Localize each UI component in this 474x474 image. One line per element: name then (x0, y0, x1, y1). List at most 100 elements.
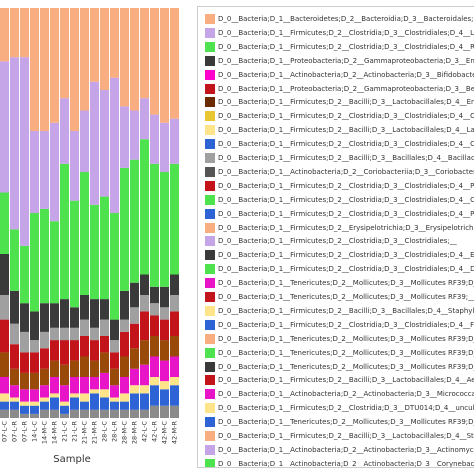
bar-segment (30, 413, 39, 418)
bar-segment (110, 409, 119, 418)
bar-segment (20, 8, 29, 58)
bar-segment (10, 57, 19, 230)
bar-segment (120, 377, 129, 394)
bar-segment (30, 389, 39, 402)
bar-segment (100, 336, 109, 353)
legend-item: D_0__Bacteria;D_1__Actinobacteria;D_2__A… (198, 69, 474, 81)
legend-swatch (205, 333, 215, 344)
legend-swatch (205, 83, 215, 94)
legend-label: D_0__Bacteria;D_1__Bacteroidetes;D_2__Ba… (218, 15, 474, 23)
legend-item: D_0__Bacteria;D_1__Firmicutes;D_2__Clost… (198, 402, 474, 414)
bar-stack-21-M-C (80, 8, 89, 418)
legend-label: D_0__Bacteria;D_1__Firmicutes;D_2__Erysi… (218, 223, 474, 232)
bar-segment (120, 290, 129, 320)
bar-segment (170, 336, 179, 357)
stacked-bar-chart: 07-L-C 07-L-R 07-L-R 14-L-C 14-M-C 14-M-R 21-L… (0, 8, 179, 465)
bar-segment (170, 8, 179, 119)
bar-segment (80, 377, 89, 394)
legend-swatch (205, 458, 215, 467)
legend-label: D_0__Bacteria;D_1__Firmicutes;D_2__Bacil… (218, 306, 474, 315)
bar-segment (130, 323, 139, 349)
bar-segment (40, 331, 49, 349)
bar-segment (50, 303, 59, 328)
legend-item: D_0__Bacteria;D_1__Firmicutes;D_2__Clost… (198, 110, 474, 122)
legend-swatch (205, 444, 215, 455)
bar-segment (70, 360, 79, 377)
bar-segment (10, 229, 19, 291)
bar-segment (100, 299, 109, 320)
bar-segment (40, 131, 49, 209)
bar-segment (0, 352, 9, 377)
x-tick-label: 28-M-C (121, 421, 129, 445)
bar-segment (150, 385, 159, 406)
bar-segment (150, 303, 159, 316)
bar-segment (10, 8, 19, 58)
legend-item: D_0__Bacteria;D_1__Firmicutes;D_2__Clost… (198, 27, 474, 39)
x-tick-label: 14-L-C (31, 421, 39, 442)
bar-segment (130, 368, 139, 386)
bar-stack-14-M-R (50, 8, 59, 418)
bar-segment (140, 98, 149, 140)
bar-segment (40, 208, 49, 304)
bar-segment (140, 340, 149, 365)
bar-segment (40, 348, 49, 369)
legend-label: D_0__Bacteria;D_1__Firmicutes;D_2__Bacil… (218, 98, 474, 107)
bar-segment (170, 163, 179, 275)
bar-segment (80, 409, 89, 418)
bar-segment (120, 393, 129, 402)
legend-swatch (205, 305, 215, 316)
bar-segment (30, 401, 39, 406)
legend-label: D_0__Bacteria;D_1__Actinobacteria;D_2__A… (218, 390, 474, 399)
bar-segment (30, 405, 39, 414)
bar-segment (70, 397, 79, 410)
bar-segment (50, 393, 59, 398)
legend-item: D_0__Bacteria;D_1__Firmicutes;D_2__Bacil… (198, 430, 474, 442)
legend-label: D_0__Bacteria;D_1__Firmicutes;D_2__Bacil… (218, 126, 474, 135)
legend-label: D_0__Bacteria;D_1__Firmicutes;D_2__Clost… (218, 265, 474, 274)
x-tick-label: 21-M-R (91, 421, 99, 445)
bar-segment (60, 364, 69, 386)
bar-segment (150, 286, 159, 304)
bar-segment (110, 8, 119, 78)
bar-segment (110, 401, 119, 410)
bar-stack-07-L-C (0, 8, 9, 418)
bar-segment (90, 204, 99, 300)
bar-stack-21-L-R (70, 8, 79, 418)
bar-segment (20, 303, 29, 332)
legend-swatch (205, 292, 215, 302)
bar-segment (130, 307, 139, 324)
legend-swatch (205, 361, 215, 372)
bar-segment (150, 356, 159, 377)
bar-segment (120, 106, 129, 168)
legend-item: D_0__Bacteria;D_1__Firmicutes;D_2__Clost… (198, 263, 474, 275)
x-tick-label: 07-L-R (21, 421, 29, 442)
bar-segment (70, 409, 79, 418)
bar-segment (130, 348, 139, 369)
bar-segment (30, 213, 39, 312)
bar-segment (30, 340, 39, 353)
bar-segment (80, 110, 89, 172)
bar-segment (140, 274, 149, 295)
legend-label: D_0__Bacteria;D_1__Firmicutes;D_2__Clost… (218, 209, 474, 218)
legend-item: D_0__Bacteria;D_1__Actinobacteria;D_2__C… (198, 166, 474, 178)
bar-segment (10, 290, 19, 324)
legend-label: D_0__Bacteria;D_1__Firmicutes;D_2__Bacil… (218, 376, 474, 385)
x-tick-label: 28-L-C (101, 421, 109, 442)
bar-segment (50, 377, 59, 394)
legend-swatch (205, 166, 215, 177)
x-tick-label: 42-M-R (171, 421, 179, 445)
legend-item: D_0__Bacteria;D_1__Tenericutes;D_2__Moll… (198, 347, 474, 359)
legend-label: D_0__Bacteria;D_1__Firmicutes;D_2__Clost… (218, 112, 474, 121)
bar-segment (10, 344, 19, 369)
bar-segment (160, 360, 169, 382)
legend-label: D_0__Bacteria;D_1__Firmicutes;D_2__Bacil… (218, 154, 474, 162)
bar-segment (150, 377, 159, 386)
legend-label: D_0__Bacteria;D_1__Actinobacteria;D_2__A… (218, 445, 474, 454)
bar-segment (160, 319, 169, 341)
bar-segment (110, 352, 119, 369)
bar-segment (60, 327, 69, 341)
legend-item: D_0__Bacteria;D_1__Proteobacteria;D_2__G… (198, 55, 474, 67)
bar-segment (60, 98, 69, 164)
bar-segment (80, 295, 89, 320)
bar-segment (50, 327, 59, 341)
